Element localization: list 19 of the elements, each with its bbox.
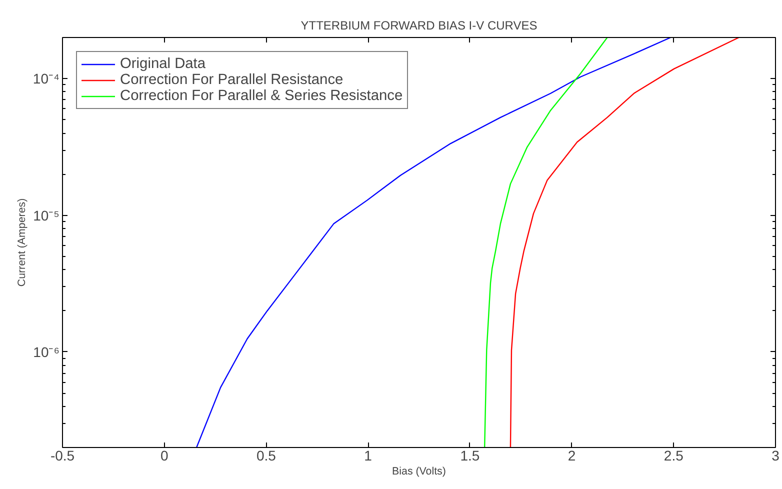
y-tick-label: 10⁻⁴ (32, 70, 60, 87)
y-axis-title: Current (Amperes) (16, 198, 28, 287)
x-tick-label: -0.5 (50, 448, 75, 464)
x-tick-label: 3 (772, 448, 780, 464)
x-axis-title: Bias (Volts) (392, 466, 446, 478)
x-tick-label: 1.5 (460, 448, 480, 464)
line-series (510, 38, 740, 448)
x-tick-label: 2 (568, 448, 576, 464)
x-tick-label: 1 (364, 448, 372, 464)
x-tick-label: 2.5 (664, 448, 684, 464)
y-tick-label: 10⁻⁵ (33, 207, 60, 224)
legend-label: Correction For Parallel Resistance (120, 72, 344, 88)
chart-title: YTTERBIUM FORWARD BIAS I-V CURVES (300, 18, 538, 32)
x-tick-label: 0 (160, 448, 168, 464)
legend-label: Correction For Parallel & Series Resistance (120, 88, 403, 104)
line-series (484, 38, 608, 448)
x-tick-label: 0.5 (256, 448, 276, 464)
legend-label: Original Data (120, 56, 206, 72)
y-tick-label: 10⁻⁶ (33, 344, 60, 360)
